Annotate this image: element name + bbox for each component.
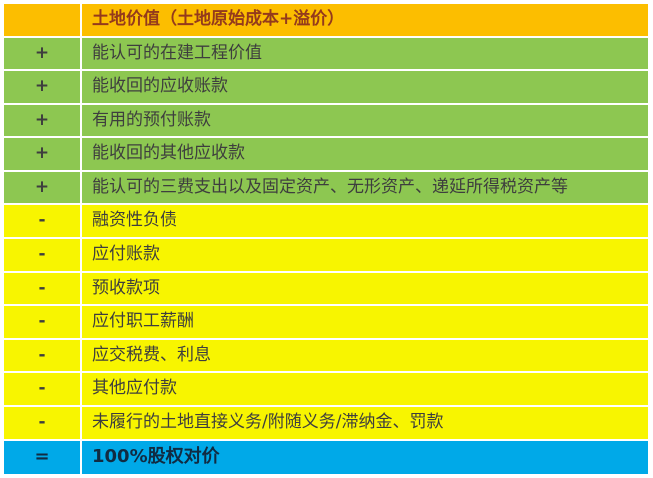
item-label: 应付职工薪酬: [80, 304, 650, 340]
operator-cell: -: [2, 337, 82, 374]
table-row: - 应付账款: [2, 237, 650, 273]
operator-cell: -: [2, 203, 82, 240]
table-row: - 预收款项: [2, 270, 650, 307]
table-row: - 应付职工薪酬: [2, 304, 650, 340]
item-label: 融资性负债: [80, 203, 650, 240]
item-label: 应付账款: [80, 237, 650, 273]
item-label: 其他应付款: [80, 371, 650, 407]
operator-cell: +: [2, 136, 82, 172]
item-label: 预收款项: [80, 270, 650, 307]
table-row: - 应交税费、利息: [2, 337, 650, 374]
table-row: - 其他应付款: [2, 371, 650, 407]
table-row: - 未履行的土地直接义务/附随义务/滞纳金、罚款: [2, 404, 650, 441]
table-row: + 能收回的其他应收款: [2, 136, 650, 172]
operator-cell: -: [2, 371, 82, 407]
item-label: 未履行的土地直接义务/附随义务/滞纳金、罚款: [80, 404, 650, 441]
item-label: 100%股权对价: [80, 438, 650, 477]
operator-cell: -: [2, 404, 82, 441]
operator-cell: +: [2, 69, 82, 105]
operator-cell: [2, 2, 82, 38]
table-row: = 100%股权对价: [2, 438, 650, 477]
item-label: 有用的预付账款: [80, 102, 650, 139]
table-row: + 能认可的在建工程价值: [2, 35, 650, 72]
table-row: + 有用的预付账款: [2, 102, 650, 139]
operator-cell: -: [2, 270, 82, 307]
table-row: - 融资性负债: [2, 203, 650, 240]
operator-cell: +: [2, 169, 82, 206]
operator-cell: +: [2, 102, 82, 139]
operator-cell: +: [2, 35, 82, 72]
table-row: 土地价值（土地原始成本+溢价）: [2, 2, 650, 38]
item-label: 土地价值（土地原始成本+溢价）: [80, 2, 650, 38]
item-label: 能收回的应收账款: [80, 69, 650, 105]
operator-cell: -: [2, 237, 82, 273]
item-label: 能收回的其他应收款: [80, 136, 650, 172]
item-label: 能认可的三费支出以及固定资产、无形资产、递延所得税资产等: [80, 169, 650, 206]
table-row: + 能收回的应收账款: [2, 69, 650, 105]
table-row: + 能认可的三费支出以及固定资产、无形资产、递延所得税资产等: [2, 169, 650, 206]
item-label: 应交税费、利息: [80, 337, 650, 374]
operator-cell: =: [2, 438, 82, 477]
item-label: 能认可的在建工程价值: [80, 35, 650, 72]
operator-cell: -: [2, 304, 82, 340]
